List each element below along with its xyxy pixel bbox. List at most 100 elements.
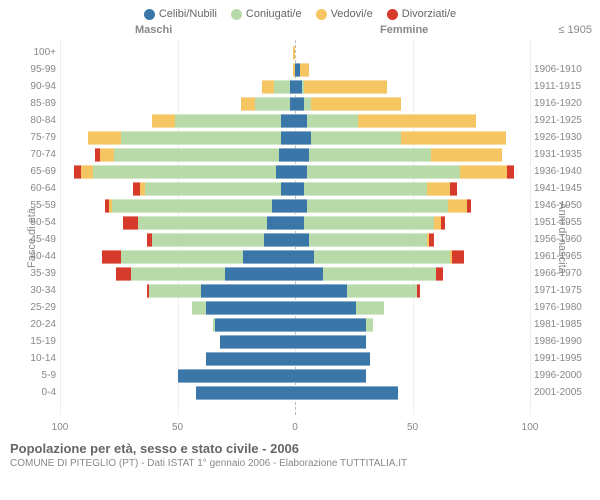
age-label: 30-34 [20, 285, 56, 296]
bar-seg [304, 80, 386, 94]
bar-seg [448, 199, 467, 213]
year-label: 1991-1995 [534, 353, 594, 364]
bar-seg [93, 165, 276, 179]
age-row: 10-141991-1995 [60, 350, 530, 367]
year-label: 1981-1985 [534, 319, 594, 330]
bars-female [295, 199, 471, 213]
legend-item: Celibi/Nubili [144, 8, 217, 20]
bar-seg [314, 250, 450, 264]
age-row: 30-341971-1975 [60, 282, 530, 299]
bars-female [295, 267, 443, 281]
age-label: 90-94 [20, 81, 56, 92]
legend-swatch [231, 9, 242, 20]
bar-seg [112, 199, 272, 213]
bars-wrap [60, 250, 530, 264]
bars-male [95, 148, 295, 162]
bar-seg [121, 131, 281, 145]
age-label: 60-64 [20, 183, 56, 194]
bars-wrap [60, 352, 530, 366]
bars-wrap [60, 80, 530, 94]
bar-seg [138, 216, 267, 230]
bar-seg [206, 301, 295, 315]
bars-female [295, 80, 387, 94]
bar-seg [206, 352, 295, 366]
bars-wrap [60, 216, 530, 230]
bar-seg [450, 182, 457, 196]
legend-label: Celibi/Nubili [159, 8, 217, 20]
age-label: 55-59 [20, 200, 56, 211]
bar-seg [307, 199, 448, 213]
bars-male [147, 233, 295, 247]
bar-seg [295, 369, 366, 383]
bars-female [295, 165, 514, 179]
legend-item: Vedovi/e [316, 8, 373, 20]
bar-seg [441, 216, 446, 230]
bar-seg [323, 267, 436, 281]
year-label: 1956-1960 [534, 234, 594, 245]
bar-seg [427, 182, 451, 196]
age-label: 20-24 [20, 319, 56, 330]
grid-line [530, 40, 531, 415]
bar-seg [295, 97, 304, 111]
bar-seg [123, 216, 137, 230]
bar-seg [215, 318, 295, 332]
bars-wrap [60, 369, 530, 383]
bars-female [295, 63, 309, 77]
bar-seg [274, 80, 290, 94]
legend-label: Vedovi/e [331, 8, 373, 20]
bar-seg [295, 250, 314, 264]
bars-female [295, 369, 366, 383]
bar-seg [152, 114, 176, 128]
bars-wrap [60, 97, 530, 111]
bars-male [102, 250, 295, 264]
year-label: 1931-1935 [534, 149, 594, 160]
footer-title: Popolazione per età, sesso e stato civil… [10, 441, 590, 456]
year-label: 1936-1940 [534, 166, 594, 177]
bars-female [295, 250, 464, 264]
year-label: 1976-1980 [534, 302, 594, 313]
age-row: 50-541951-1955 [60, 214, 530, 231]
bars-female [295, 352, 370, 366]
bar-seg [507, 165, 514, 179]
bars-wrap [60, 131, 530, 145]
year-label: 1961-1965 [534, 251, 594, 262]
age-label: 45-49 [20, 234, 56, 245]
legend-item: Coniugati/e [231, 8, 302, 20]
bar-seg [243, 250, 295, 264]
age-label: 25-29 [20, 302, 56, 313]
bar-seg [225, 267, 296, 281]
bar-seg [220, 335, 295, 349]
bars-female [295, 182, 457, 196]
age-row: 75-791926-1930 [60, 129, 530, 146]
bar-seg [102, 250, 121, 264]
bar-seg [267, 216, 295, 230]
age-row: 100+ [60, 44, 530, 61]
bars-male [196, 386, 295, 400]
bars-male [74, 165, 295, 179]
age-row: 70-741931-1935 [60, 146, 530, 163]
bars-male [88, 131, 295, 145]
bar-seg [295, 165, 307, 179]
bars-wrap [60, 46, 530, 60]
year-label: 1911-1915 [534, 81, 594, 92]
age-row: 35-391966-1970 [60, 265, 530, 282]
bar-seg [116, 267, 130, 281]
bars-wrap [60, 165, 530, 179]
bars-wrap [60, 233, 530, 247]
age-label: 80-84 [20, 115, 56, 126]
bar-seg [175, 114, 281, 128]
bars-wrap [60, 318, 530, 332]
age-row: 95-991906-1910 [60, 61, 530, 78]
bar-seg [436, 267, 443, 281]
bar-seg [131, 267, 225, 281]
bars-wrap [60, 199, 530, 213]
bars-female [295, 318, 373, 332]
bar-seg [295, 233, 309, 247]
year-label: 1951-1955 [534, 217, 594, 228]
bar-seg [304, 182, 426, 196]
age-label: 70-74 [20, 149, 56, 160]
top-labels: Maschi Femmine ≤ 1905 [0, 24, 600, 40]
age-label: 95-99 [20, 64, 56, 75]
bar-seg [201, 284, 295, 298]
bar-seg [309, 233, 427, 247]
